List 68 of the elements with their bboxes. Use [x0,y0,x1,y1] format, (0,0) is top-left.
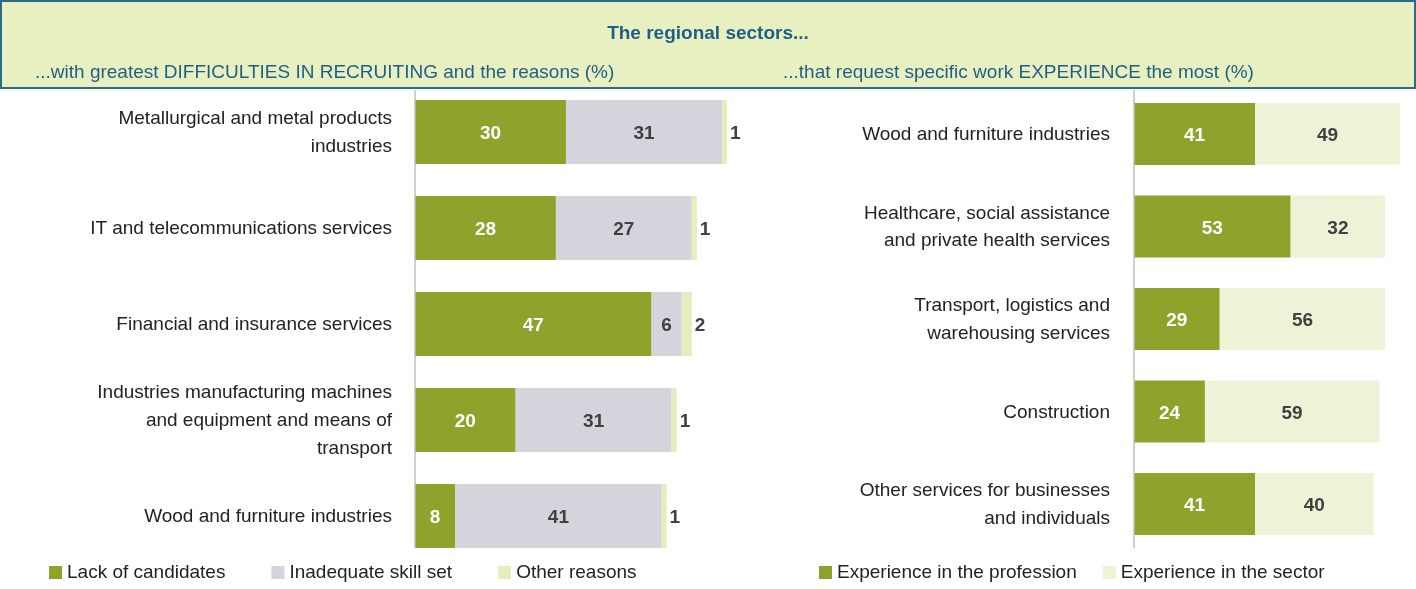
data-label: 24 [1158,401,1181,423]
bar [555,196,692,260]
chart-subtitle: ...that request specific work EXPERIENCE the most (%) [783,61,1254,82]
legend-label: Inadequate skill set [289,561,453,582]
y-tick-label: Metallurgical and metal products industries [118,107,392,156]
data-label: 28 [474,218,497,239]
data-label: 1 [699,218,711,239]
bar [671,388,677,452]
bar [651,292,682,356]
data-label: 29 [1166,309,1188,330]
data-label: 32 [1327,216,1349,238]
data-label: 20 [454,410,476,431]
data-label: 59 [1281,401,1303,423]
data-label: 47 [522,314,544,335]
data-label: 31 [583,410,605,431]
bar [691,196,697,260]
bar [1290,195,1386,258]
y-tick-label: IT and telecommunications services [90,217,392,238]
bar [661,484,667,548]
bar [415,388,516,452]
data-label: 41 [547,506,570,527]
data-label: 41 [1184,494,1206,515]
legend-label: Other reasons [516,561,637,582]
data-label: 49 [1317,124,1339,145]
data-label: 1 [679,410,691,431]
data-label: 8 [429,506,441,527]
data-label: 53 [1201,216,1223,238]
chart-subtitle: ...with greatest DIFFICULTIES IN RECRUITING and the reasons (%) [35,61,615,82]
data-label: 27 [613,218,635,239]
data-label: 40 [1303,494,1325,515]
data-label: 1 [730,122,741,143]
y-tick-label: Industries manufacturing machines and equipment and means of transport [97,381,393,458]
bar [415,196,556,260]
bar [1134,473,1256,535]
y-tick-label: Construction [1003,400,1110,422]
bar [455,484,662,548]
data-label: 31 [633,122,655,143]
bar [415,484,456,548]
bar [681,292,692,356]
bar [1134,103,1256,165]
bar [1255,103,1400,165]
y-tick-label: Wood and furniture industries [144,505,392,526]
bar [515,388,672,452]
legend-label: Lack of candidates [67,561,226,582]
y-tick-label: Transport, logistics and warehousing services [914,294,1110,343]
legend-label: Experience in the profession [837,561,1077,582]
chart-title: The regional sectors... [607,22,809,43]
bar [1219,288,1386,350]
bar [1255,473,1374,535]
y-tick-label: Wood and furniture industries [862,123,1110,144]
y-tick-label: Financial and insurance services [116,313,392,334]
y-tick-label: Healthcare, social assistance and private health services [863,201,1110,251]
bar [415,292,652,356]
data-label: 2 [694,314,706,335]
bar [721,100,727,164]
legend-label: Experience in the sector [1120,561,1326,582]
data-label: 1 [669,506,681,527]
bar [1134,195,1291,258]
y-tick-label: Other services for businesses and individuals [859,479,1110,528]
data-label: 6 [661,314,672,335]
data-label: 30 [479,122,502,143]
bar [565,100,722,164]
bar [1204,380,1380,443]
bar [1134,288,1220,350]
data-label: 56 [1291,309,1314,330]
bar [415,100,566,164]
bar [1134,380,1205,443]
data-label: 41 [1184,124,1206,145]
